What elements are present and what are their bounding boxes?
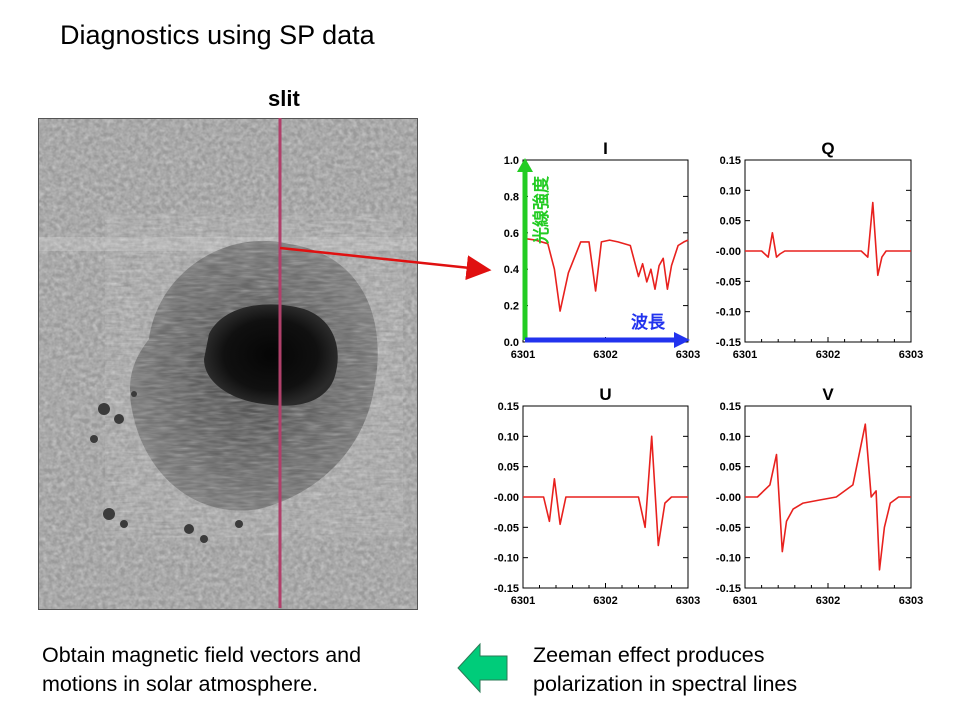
panel-frame-V	[744, 405, 912, 589]
y-tick-label: 0.05	[720, 462, 741, 474]
y-tick-label: -0.15	[716, 337, 741, 349]
y-tick-label: -0.10	[716, 553, 741, 565]
x-tick-label: 6302	[816, 595, 840, 607]
y-tick-label: -0.10	[716, 307, 741, 319]
y-tick-label: -0.00	[716, 246, 741, 258]
y-tick-label: -0.05	[716, 276, 741, 288]
wavelength-arrowhead	[674, 332, 690, 348]
panel-title-I: I	[603, 139, 608, 158]
slit-to-profile-arrow	[279, 246, 492, 281]
x-tick-label: 6302	[593, 595, 617, 607]
y-tick-label: 0.6	[504, 228, 519, 240]
x-tick-label: 6303	[676, 595, 700, 607]
y-tick-label: 0.05	[720, 216, 741, 228]
y-tick-label: 0.15	[720, 155, 741, 167]
y-tick-label: -0.05	[716, 522, 741, 534]
x-tick-label: 6301	[733, 595, 757, 607]
y-tick-label: 0.05	[498, 462, 519, 474]
y-tick-label: 0.4	[504, 264, 520, 276]
x-tick-label: 6302	[593, 349, 617, 361]
x-tick-label: 6303	[676, 349, 700, 361]
page-title: Diagnostics using SP data	[60, 20, 375, 50]
intensity-label: 光線強度	[531, 175, 551, 245]
y-tick-label: -0.15	[716, 583, 741, 595]
y-tick-label: 0.15	[720, 401, 741, 413]
right-caption-line-1: Zeeman effect produces	[533, 643, 765, 667]
panel-title-V: V	[822, 385, 834, 404]
y-tick-label: -0.00	[494, 492, 519, 504]
pores	[90, 391, 243, 543]
stokes-profiles-figure: I 1.0 0.8 0.6 0.4 0.2 0.0 6301 6302 6303 光線強度 波長 Q 0.…	[478, 138, 950, 632]
slit-label: slit	[268, 86, 300, 111]
stokes-profile-I	[522, 237, 689, 312]
x-tick-label: 6301	[733, 349, 757, 361]
right-caption-line-2: polarization in spectral lines	[533, 672, 798, 696]
y-tick-label: -0.10	[494, 553, 519, 565]
stokes-profile-Q	[745, 201, 911, 277]
left-caption: Obtain magnetic field vectors and motion…	[42, 641, 361, 699]
panel-title-U: U	[599, 385, 611, 404]
y-tick-label: -0.00	[716, 492, 741, 504]
panel-title-Q: Q	[821, 139, 834, 158]
x-tick-label: 6303	[899, 349, 923, 361]
y-tick-label: 0.2	[504, 301, 519, 313]
x-tick-label: 6301	[511, 349, 535, 361]
intensity-arrowhead	[517, 158, 533, 172]
left-caption-line-2: motions in solar atmosphere.	[42, 672, 319, 696]
x-tick-label: 6303	[899, 595, 923, 607]
y-tick-label: 0.15	[498, 401, 519, 413]
y-tick-label: 0.10	[720, 185, 741, 197]
y-tick-label: 0.10	[498, 431, 519, 443]
y-tick-label: -0.15	[494, 583, 519, 595]
right-caption: Zeeman effect produces polarization in s…	[533, 641, 797, 699]
y-tick-label: -0.05	[494, 522, 519, 534]
umbra	[204, 304, 338, 406]
y-tick-label: 0.10	[720, 431, 741, 443]
x-tick-label: 6301	[511, 595, 535, 607]
x-tick-label: 6302	[816, 349, 840, 361]
left-caption-line-1: Obtain magnetic field vectors and	[42, 643, 362, 667]
stokes-profile-V	[745, 423, 911, 571]
sunspot-image	[38, 118, 418, 610]
y-tick-label: 0.8	[504, 191, 519, 203]
y-tick-label: 1.0	[504, 155, 519, 167]
stokes-profile-U	[523, 435, 688, 547]
wavelength-label: 波長	[631, 312, 666, 332]
left-arrow	[455, 640, 511, 701]
y-tick-label: 0.0	[504, 337, 519, 349]
